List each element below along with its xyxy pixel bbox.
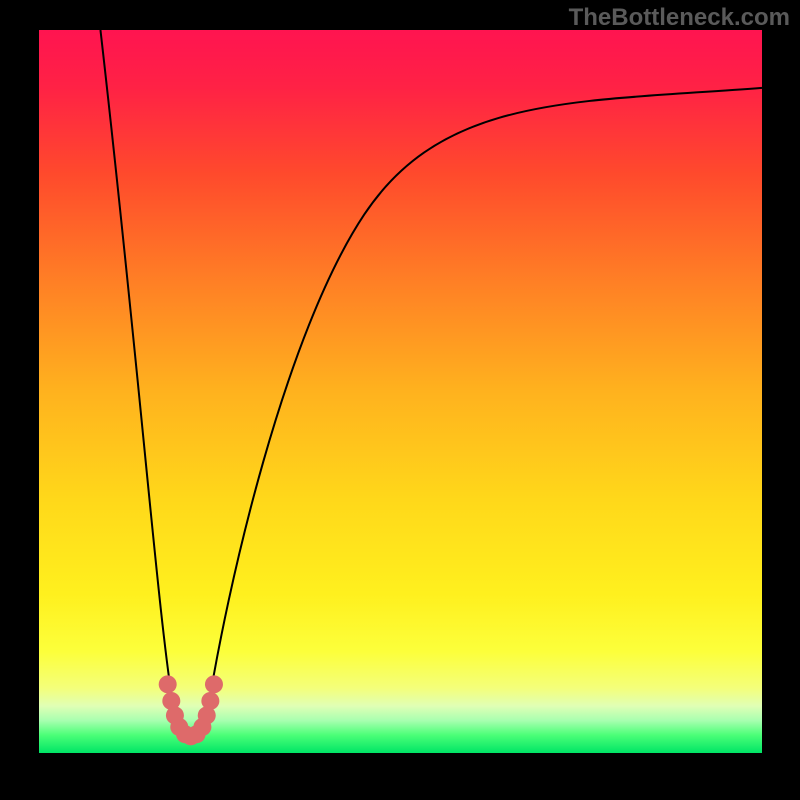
dip-marker [159, 675, 177, 693]
watermark-text: TheBottleneck.com [569, 4, 790, 32]
chart-stage: TheBottleneck.com [0, 0, 800, 800]
dip-marker [205, 675, 223, 693]
dip-marker [201, 692, 219, 710]
plot-area [39, 30, 762, 753]
bottleneck-chart [0, 0, 800, 800]
